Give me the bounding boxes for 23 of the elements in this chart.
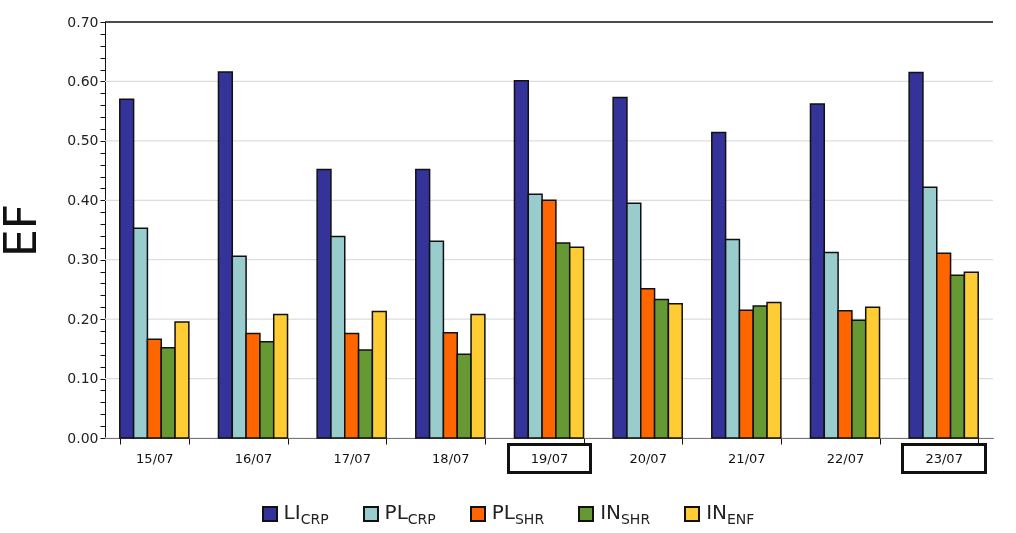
x-tick-label: 20/07	[629, 450, 667, 466]
y-tick-label: 0.20	[67, 310, 99, 327]
x-tick-label: 22/07	[826, 450, 865, 466]
y-tick-label: 0.50	[67, 132, 99, 149]
y-tick-label: 0.00	[67, 429, 99, 446]
x-tick-label: 21/07	[728, 450, 766, 466]
x-tick-label: 17/07	[333, 450, 371, 466]
x-tick-label: 23/07	[925, 450, 963, 466]
x-tick-label: 16/07	[234, 450, 273, 466]
legend-label: IN$_{ENF}$	[706, 500, 755, 527]
legend-label: LI$_{CRP}$	[283, 500, 329, 527]
legend-label: PL$_{SHR}$	[491, 500, 545, 527]
legend-label: PL$_{CRP}$	[384, 500, 436, 527]
x-tick-label: 18/07	[432, 450, 470, 466]
y-axis-title: EF	[0, 203, 47, 258]
y-tick-label: 0.40	[67, 191, 99, 208]
y-tick-label: 0.30	[67, 251, 99, 268]
y-tick-label: 0.10	[67, 370, 99, 387]
x-tick-label: 15/07	[136, 450, 174, 466]
y-tick-label: 0.70	[67, 13, 99, 30]
legend-label: IN$_{SHR}$	[600, 500, 651, 527]
y-tick-label: 0.60	[67, 72, 99, 89]
x-tick-label: 19/07	[530, 450, 569, 466]
